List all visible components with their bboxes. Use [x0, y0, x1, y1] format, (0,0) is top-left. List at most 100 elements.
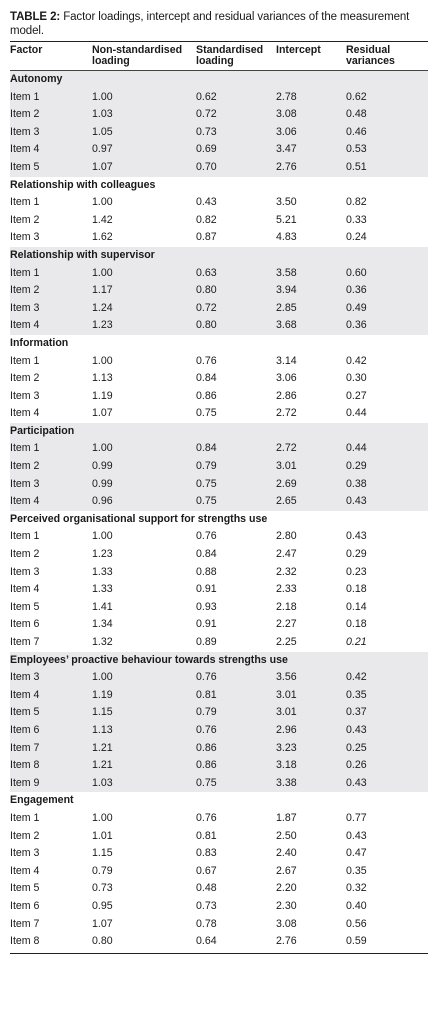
factor-group: Participation Item 1 1.00 0.84 2.72 0.44 Item … — [10, 422, 428, 511]
cell-standardised-loading: 0.93 — [196, 600, 217, 613]
table-row: Item 7 1.07 0.78 3.08 0.56 — [10, 915, 428, 934]
cell-intercept: 3.01 — [276, 688, 297, 701]
table-row: Item 6 1.34 0.91 2.27 0.18 — [10, 616, 428, 634]
cell-factor-item: Item 5 — [10, 882, 40, 895]
cell-non-standardised-loading: 1.00 — [92, 442, 113, 455]
table-row: Item 1 1.00 0.84 2.72 0.44 — [10, 440, 428, 459]
cell-residual-variance: 0.46 — [346, 125, 367, 138]
cell-standardised-loading: 0.86 — [196, 741, 217, 754]
cell-residual-variance: 0.60 — [346, 266, 367, 279]
cell-non-standardised-loading: 1.17 — [92, 284, 113, 297]
table-row: Item 3 1.05 0.73 3.06 0.46 — [10, 123, 428, 142]
cell-intercept: 2.50 — [276, 829, 297, 842]
cell-standardised-loading: 0.84 — [196, 548, 217, 561]
cell-standardised-loading: 0.70 — [196, 160, 217, 173]
cell-factor-item: Item 1 — [10, 354, 40, 367]
table-row: Item 2 1.03 0.72 3.08 0.48 — [10, 106, 428, 124]
table-bottom-rule — [10, 952, 428, 954]
cell-standardised-loading: 0.76 — [196, 811, 217, 824]
table-row: Item 3 1.19 0.86 2.86 0.27 — [10, 387, 428, 406]
factor-group-row: Employees’ proactive behaviour towards s… — [10, 651, 428, 670]
table-caption-text: Factor loadings, intercept and residual … — [10, 11, 410, 37]
cell-intercept: 2.80 — [276, 530, 297, 543]
header-factor: Factor — [10, 41, 92, 71]
cell-intercept: 2.27 — [276, 618, 297, 631]
cell-non-standardised-loading: 0.97 — [92, 143, 113, 156]
table-row: Item 7 1.32 0.89 2.25 0.21 — [10, 634, 428, 652]
cell-factor-item: Item 2 — [10, 108, 40, 121]
factor-group-title: Participation — [10, 424, 75, 437]
cell-factor-item: Item 3 — [10, 389, 40, 402]
cell-standardised-loading: 0.80 — [196, 284, 217, 297]
factor-group-row: Perceived organisational support for str… — [10, 510, 428, 529]
cell-intercept: 3.06 — [276, 372, 297, 385]
factor-group-row: Information — [10, 334, 428, 353]
table-row: Item 4 0.96 0.75 2.65 0.43 — [10, 493, 428, 511]
cell-factor-item: Item 3 — [10, 301, 40, 314]
factor-group: Autonomy Item 1 1.00 0.62 2.78 0.62 Item 2 1.03… — [10, 71, 428, 177]
cell-standardised-loading: 0.76 — [196, 671, 217, 684]
cell-residual-variance: 0.43 — [346, 723, 367, 736]
cell-non-standardised-loading: 1.21 — [92, 741, 113, 754]
cell-non-standardised-loading: 0.99 — [92, 477, 113, 490]
cell-standardised-loading: 0.76 — [196, 723, 217, 736]
cell-standardised-loading: 0.67 — [196, 864, 217, 877]
table-row: Item 3 1.00 0.76 3.56 0.42 — [10, 669, 428, 687]
cell-standardised-loading: 0.76 — [196, 530, 217, 543]
cell-non-standardised-loading: 1.15 — [92, 847, 113, 860]
cell-intercept: 2.47 — [276, 548, 297, 561]
cell-factor-item: Item 2 — [10, 372, 40, 385]
cell-non-standardised-loading: 1.62 — [92, 231, 113, 244]
cell-residual-variance: 0.30 — [346, 372, 367, 385]
cell-non-standardised-loading: 1.15 — [92, 706, 113, 719]
factor-group: Perceived organisational support for str… — [10, 510, 428, 652]
table-row: Item 2 0.99 0.79 3.01 0.29 — [10, 458, 428, 476]
table-row: Item 6 1.13 0.76 2.96 0.43 — [10, 721, 428, 740]
cell-factor-item: Item 3 — [10, 231, 40, 244]
cell-factor-item: Item 4 — [10, 407, 40, 420]
cell-standardised-loading: 0.86 — [196, 759, 217, 772]
header-intercept: Intercept — [276, 41, 346, 71]
cell-intercept: 4.83 — [276, 231, 297, 244]
cell-residual-variance: 0.51 — [346, 160, 367, 173]
cell-residual-variance: 0.62 — [346, 90, 367, 103]
cell-factor-item: Item 6 — [10, 899, 40, 912]
header-non-standardised-loading: Non-standardised loading — [92, 41, 196, 71]
factor-loadings-table: Factor Non-standardised loading Standard… — [10, 41, 428, 71]
table-row: Item 1 1.00 0.63 3.58 0.60 — [10, 264, 428, 283]
cell-residual-variance: 0.44 — [346, 407, 367, 420]
factor-group-row: Engagement — [10, 792, 428, 810]
cell-factor-item: Item 7 — [10, 917, 40, 930]
factor-group: Relationship with colleagues Item 1 1.00 0.… — [10, 176, 428, 247]
cell-intercept: 3.38 — [276, 776, 297, 789]
cell-standardised-loading: 0.76 — [196, 354, 217, 367]
cell-non-standardised-loading: 1.03 — [92, 108, 113, 121]
cell-factor-item: Item 6 — [10, 618, 40, 631]
cell-residual-variance: 0.36 — [346, 284, 367, 297]
table-row: Item 4 1.07 0.75 2.72 0.44 — [10, 405, 428, 423]
cell-non-standardised-loading: 1.07 — [92, 917, 113, 930]
cell-intercept: 3.06 — [276, 125, 297, 138]
cell-residual-variance: 0.18 — [346, 583, 367, 596]
table-row: Item 4 1.19 0.81 3.01 0.35 — [10, 686, 428, 705]
cell-standardised-loading: 0.72 — [196, 108, 217, 121]
cell-factor-item: Item 1 — [10, 442, 40, 455]
cell-non-standardised-loading: 1.00 — [92, 671, 113, 684]
cell-residual-variance: 0.35 — [346, 864, 367, 877]
cell-residual-variance: 0.43 — [346, 530, 367, 543]
cell-intercept: 2.78 — [276, 90, 297, 103]
cell-non-standardised-loading: 1.07 — [92, 160, 113, 173]
cell-intercept: 2.69 — [276, 477, 297, 490]
cell-standardised-loading: 0.81 — [196, 688, 217, 701]
cell-factor-item: Item 4 — [10, 319, 40, 332]
factor-group-title: Autonomy — [10, 73, 63, 85]
cell-standardised-loading: 0.75 — [196, 495, 217, 508]
cell-standardised-loading: 0.69 — [196, 143, 217, 156]
factor-group-title: Engagement — [10, 794, 74, 807]
table-row: Item 2 1.01 0.81 2.50 0.43 — [10, 827, 428, 846]
factor-group-row: Relationship with colleagues — [10, 176, 428, 195]
cell-non-standardised-loading: 0.73 — [92, 882, 113, 895]
cell-standardised-loading: 0.88 — [196, 565, 217, 578]
table-row: Item 8 1.21 0.86 3.18 0.26 — [10, 757, 428, 775]
table-body: Autonomy Item 1 1.00 0.62 2.78 0.62 Item 2 1.03… — [10, 71, 430, 951]
